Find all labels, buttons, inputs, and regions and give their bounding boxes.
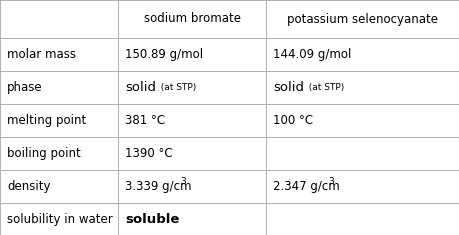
Text: soluble: soluble [125,213,179,226]
Text: solid: solid [273,81,304,94]
Text: molar mass: molar mass [7,48,76,61]
Text: density: density [7,180,50,193]
Text: 144.09 g/mol: 144.09 g/mol [273,48,352,61]
Text: 3.339 g/cm: 3.339 g/cm [125,180,191,193]
Text: melting point: melting point [7,114,86,127]
Text: 1390 °C: 1390 °C [125,147,173,160]
Text: (at STP): (at STP) [303,83,344,92]
Text: 381 °C: 381 °C [125,114,165,127]
Text: (at STP): (at STP) [155,83,196,92]
Text: 3: 3 [180,177,186,186]
Text: 2.347 g/cm: 2.347 g/cm [273,180,340,193]
Text: 100 °C: 100 °C [273,114,313,127]
Text: 3: 3 [328,177,334,186]
Text: potassium selenocyanate: potassium selenocyanate [287,12,438,26]
Text: solubility in water: solubility in water [7,213,113,226]
Text: sodium bromate: sodium bromate [144,12,241,26]
Text: solid: solid [125,81,156,94]
Text: phase: phase [7,81,43,94]
Text: 150.89 g/mol: 150.89 g/mol [125,48,203,61]
Text: boiling point: boiling point [7,147,81,160]
